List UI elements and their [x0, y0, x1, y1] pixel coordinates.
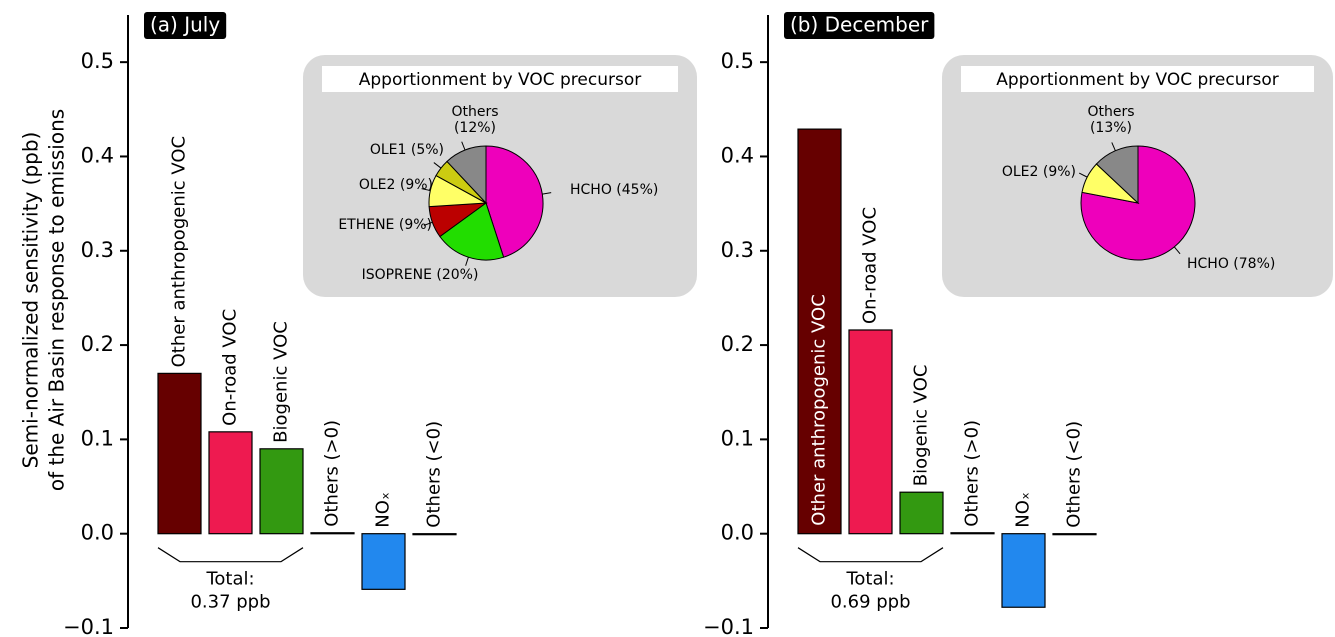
inset-title: Apportionment by VOC precursor: [996, 70, 1279, 90]
y-tick-label: 0.1: [81, 426, 114, 450]
total-annotation: 0.37 ppb: [190, 592, 270, 613]
bar-label: Others (>0): [962, 420, 983, 527]
leader-line: [542, 192, 552, 195]
leader-line: [1173, 246, 1181, 255]
y-tick-label: 0.2: [81, 332, 114, 356]
bar: [361, 533, 406, 590]
y-tick-label: 0.0: [721, 521, 754, 545]
bar-label: NOₓ: [1013, 492, 1034, 528]
total-annotation: 0.69 ppb: [830, 592, 910, 613]
pie-label: ISOPRENE (20%): [362, 267, 479, 283]
y-tick-label: 0.0: [81, 521, 114, 545]
panel-title: (b) December: [790, 13, 929, 37]
bar-label: Other anthropogenic VOC: [169, 136, 190, 367]
pie-slice: [1080, 145, 1196, 261]
bar: [848, 329, 893, 535]
y-axis-label: Semi-normalized sensitivity (ppb): [19, 132, 43, 469]
bar-label: On-road VOC: [860, 207, 881, 324]
bar: [899, 491, 944, 535]
bar: [1001, 533, 1046, 608]
bar: [950, 532, 995, 535]
y-tick-label: 0.4: [81, 143, 114, 167]
leader-line: [423, 221, 433, 226]
inset-title-box: [322, 66, 678, 92]
bar: [157, 372, 202, 535]
title-box: [784, 12, 935, 39]
y-tick-label: −0.1: [703, 615, 754, 637]
bar: [259, 448, 304, 535]
pie-slice: [446, 145, 487, 205]
leader-line: [433, 162, 442, 169]
pie-label: Others (13%): [1087, 104, 1134, 136]
pie-label: HCHO (78%): [1187, 256, 1275, 272]
bar: [1052, 533, 1097, 536]
y-axis-label: of the Air Basin response to emissions: [45, 109, 69, 491]
pie-label: OLE2 (9%): [359, 177, 433, 193]
y-tick-label: 0.1: [721, 426, 754, 450]
leader-line: [1111, 142, 1116, 151]
bar-label: Other anthropogenic VOC: [809, 294, 830, 525]
y-tick-label: 0.3: [81, 238, 114, 262]
bar-label: Others (<0): [1064, 421, 1085, 528]
bar-label: NOₓ: [373, 492, 394, 528]
pie-slice: [485, 145, 544, 258]
leader-line: [465, 257, 469, 266]
pie-slice: [1095, 145, 1139, 205]
panel-title: (a) July: [150, 13, 220, 37]
y-tick-label: 0.2: [721, 332, 754, 356]
y-tick-label: −0.1: [63, 615, 114, 637]
bar-label: Biogenic VOC: [271, 321, 292, 443]
bar-label: Others (<0): [424, 421, 445, 528]
pie-label: OLE1 (5%): [370, 142, 444, 158]
total-annotation: Total:: [845, 569, 894, 590]
pie-slice: [439, 202, 505, 261]
bar-label: On-road VOC: [220, 309, 241, 426]
pie-label: Others (12%): [451, 104, 498, 136]
pie-label: OLE2 (9%): [1002, 164, 1076, 180]
bar: [797, 128, 842, 535]
pie-label: HCHO (45%): [570, 182, 658, 198]
y-tick-label: 0.3: [721, 238, 754, 262]
bar: [310, 532, 355, 535]
leader-line: [421, 188, 431, 192]
pie-label: ETHENE (9%): [338, 217, 432, 233]
bar-label: Biogenic VOC: [911, 365, 932, 487]
bar: [208, 431, 253, 535]
total-brace: [157, 547, 304, 563]
total-brace: [797, 547, 944, 563]
y-tick-label: 0.4: [721, 143, 754, 167]
inset-title-box: [961, 66, 1314, 92]
y-tick-label: 0.5: [81, 49, 114, 73]
leader-line: [1078, 172, 1088, 178]
y-tick-label: 0.5: [721, 49, 754, 73]
title-box: [144, 12, 227, 39]
inset-title: Apportionment by VOC precursor: [359, 70, 642, 90]
leader-line: [461, 141, 466, 151]
bar-label: Others (>0): [322, 420, 343, 527]
bar: [412, 533, 457, 536]
total-annotation: Total:: [205, 569, 254, 590]
